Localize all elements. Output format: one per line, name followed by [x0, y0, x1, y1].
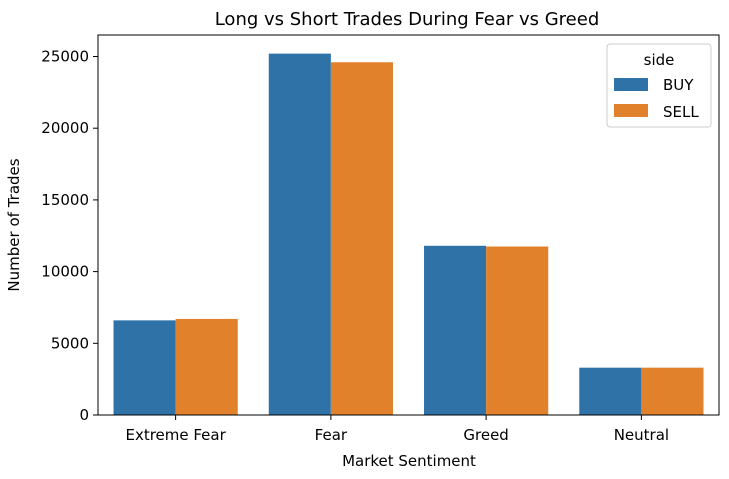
y-axis-ticks: 0 5000 10000 15000 20000 25000 — [41, 48, 98, 424]
y-axis-title: Number of Trades — [5, 158, 23, 291]
x-tick-label: Neutral — [614, 426, 669, 444]
x-tick-label: Fear — [315, 426, 348, 444]
x-axis-ticks: Extreme Fear Fear Greed Neutral — [125, 415, 669, 444]
legend-title: side — [644, 51, 675, 69]
y-tick-label: 25000 — [41, 48, 89, 66]
x-tick-label: Extreme Fear — [125, 426, 226, 444]
y-tick-label: 15000 — [41, 191, 89, 209]
bar-buy-greed — [424, 245, 487, 415]
legend-swatch-buy — [614, 78, 648, 91]
legend-label-sell: SELL — [663, 103, 699, 121]
legend-label-buy: BUY — [663, 76, 694, 94]
legend: side BUY SELL — [606, 43, 712, 128]
y-tick-label: 5000 — [51, 334, 89, 352]
bar-buy-neutral — [579, 367, 642, 415]
chart-title: Long vs Short Trades During Fear vs Gree… — [215, 9, 600, 30]
bar-sell-fear — [330, 62, 393, 415]
bars — [113, 53, 704, 415]
y-tick-label: 0 — [79, 406, 89, 424]
legend-swatch-sell — [614, 104, 648, 117]
y-tick-label: 10000 — [41, 263, 89, 281]
x-axis-title: Market Sentiment — [342, 452, 476, 470]
bar-sell-neutral — [641, 367, 704, 415]
y-tick-label: 20000 — [41, 119, 89, 137]
bar-buy-fear — [268, 53, 331, 415]
bar-sell-extreme-fear — [175, 318, 238, 415]
plot-frame — [97, 34, 720, 416]
bar-sell-greed — [486, 246, 549, 415]
bar-buy-extreme-fear — [113, 320, 176, 415]
x-tick-label: Greed — [463, 426, 508, 444]
